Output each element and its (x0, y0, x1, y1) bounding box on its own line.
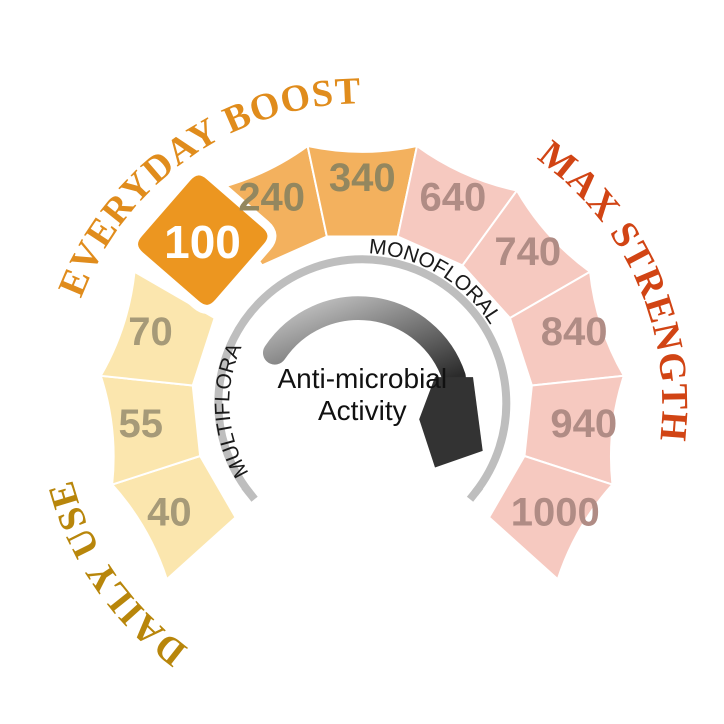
svg-text:740: 740 (494, 230, 561, 274)
svg-text:55: 55 (119, 402, 164, 446)
svg-text:240: 240 (238, 175, 305, 219)
svg-text:1000: 1000 (511, 490, 600, 534)
svg-text:840: 840 (541, 310, 608, 354)
svg-text:Anti-microbial: Anti-microbial (277, 363, 447, 394)
svg-text:40: 40 (147, 490, 192, 534)
svg-text:70: 70 (128, 310, 173, 354)
svg-text:640: 640 (420, 175, 487, 219)
svg-text:340: 340 (329, 156, 396, 200)
svg-text:940: 940 (550, 402, 617, 446)
svg-text:100: 100 (164, 216, 241, 268)
svg-text:Activity: Activity (318, 395, 407, 426)
